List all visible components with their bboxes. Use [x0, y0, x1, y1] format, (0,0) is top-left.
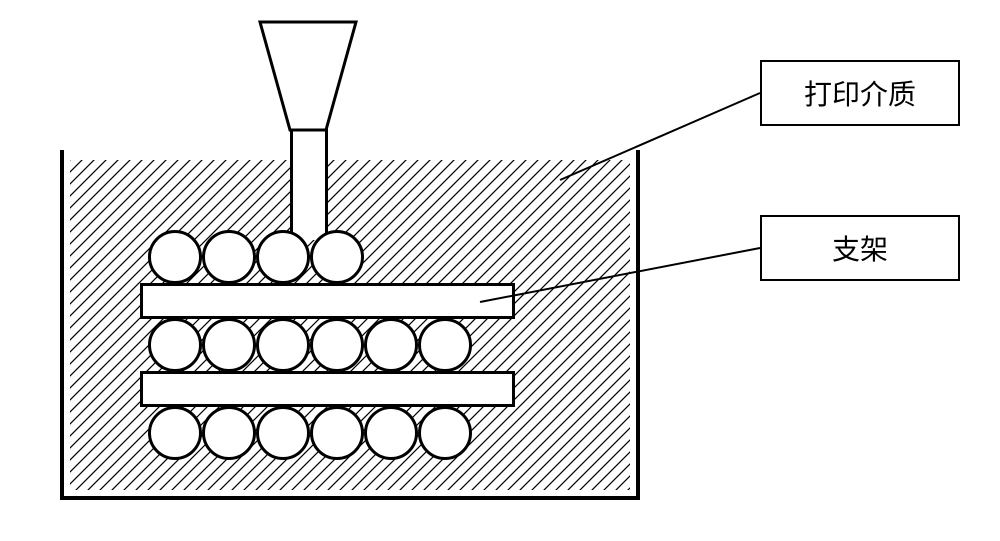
extruded-bead — [310, 406, 364, 460]
extruded-bead — [256, 406, 310, 460]
scaffold-bar-lower — [140, 371, 515, 407]
label-scaffold-text: 支架 — [832, 228, 888, 268]
extruded-bead — [256, 318, 310, 372]
extruded-bead — [364, 318, 418, 372]
extruded-bead — [148, 230, 202, 284]
extruded-bead — [148, 406, 202, 460]
extruded-bead — [256, 230, 310, 284]
extruded-bead — [418, 318, 472, 372]
label-print-medium: 打印介质 — [760, 60, 960, 126]
circle-row-3 — [148, 406, 472, 460]
nozzle-neck — [290, 128, 328, 240]
extruded-bead — [202, 318, 256, 372]
extruded-bead — [418, 406, 472, 460]
scaffold-bar-upper — [140, 283, 515, 319]
diagram-root: 打印介质 支架 — [0, 0, 1000, 541]
nozzle-funnel — [255, 20, 361, 132]
extruded-bead — [364, 406, 418, 460]
extruded-bead — [202, 406, 256, 460]
label-print-medium-text: 打印介质 — [804, 73, 916, 113]
label-scaffold: 支架 — [760, 215, 960, 281]
circle-row-1 — [148, 230, 364, 284]
extruded-bead — [148, 318, 202, 372]
extruded-bead — [202, 230, 256, 284]
extruded-bead — [310, 230, 364, 284]
extruded-bead — [310, 318, 364, 372]
circle-row-2 — [148, 318, 472, 372]
